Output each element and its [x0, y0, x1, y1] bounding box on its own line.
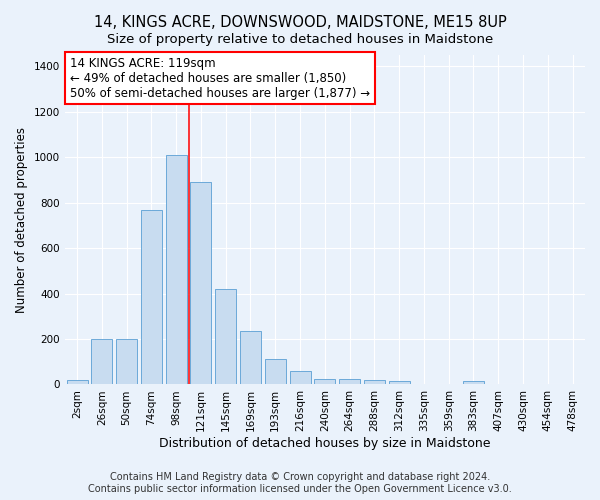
Text: Size of property relative to detached houses in Maidstone: Size of property relative to detached ho…	[107, 32, 493, 46]
Bar	[265, 360, 286, 384]
Bar	[116, 339, 137, 384]
Bar	[463, 381, 484, 384]
Bar	[67, 380, 88, 384]
Bar	[91, 339, 112, 384]
Bar	[240, 331, 261, 384]
Bar	[314, 379, 335, 384]
Text: 14 KINGS ACRE: 119sqm
← 49% of detached houses are smaller (1,850)
50% of semi-d: 14 KINGS ACRE: 119sqm ← 49% of detached …	[70, 56, 370, 100]
Bar	[190, 182, 211, 384]
Bar	[141, 210, 162, 384]
X-axis label: Distribution of detached houses by size in Maidstone: Distribution of detached houses by size …	[159, 437, 491, 450]
Bar	[290, 371, 311, 384]
Bar	[166, 155, 187, 384]
Text: Contains HM Land Registry data © Crown copyright and database right 2024.
Contai: Contains HM Land Registry data © Crown c…	[88, 472, 512, 494]
Y-axis label: Number of detached properties: Number of detached properties	[15, 126, 28, 312]
Bar	[339, 379, 360, 384]
Text: 14, KINGS ACRE, DOWNSWOOD, MAIDSTONE, ME15 8UP: 14, KINGS ACRE, DOWNSWOOD, MAIDSTONE, ME…	[94, 15, 506, 30]
Bar	[364, 380, 385, 384]
Bar	[215, 289, 236, 384]
Bar	[389, 381, 410, 384]
